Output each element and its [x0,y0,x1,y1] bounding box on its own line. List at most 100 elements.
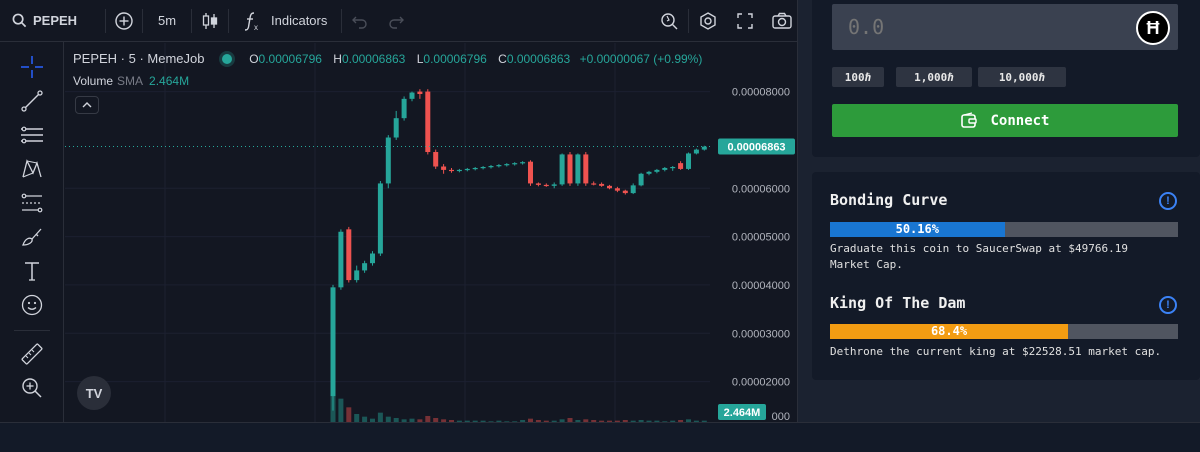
wallet-icon [961,111,978,128]
measure-tool[interactable] [14,339,50,369]
settings-button[interactable] [689,0,727,42]
toolbar-divider [142,8,143,33]
volume-bar [559,419,565,422]
redo-button[interactable] [378,0,414,42]
preset-10000-button[interactable]: 10,000ℏ [978,67,1066,87]
volume-bar [504,421,510,422]
volume-bar [433,418,439,422]
open-label: O [249,52,259,66]
candle-body [496,165,502,167]
brush-tool[interactable] [14,222,50,252]
amount-input[interactable] [832,4,1178,50]
chart-type-button[interactable] [192,0,228,42]
volume-bar [370,418,375,422]
preset-1000-button[interactable]: 1,000ℏ [896,67,972,87]
legend-status-dot [221,54,232,64]
volume-bar [575,420,581,422]
collapse-legend-button[interactable] [75,96,99,114]
search-icon [12,13,27,28]
symbol-search-button[interactable]: PEPEH [0,0,105,42]
bonding-description: Graduate this coin to SaucerSwap at $497… [830,241,1186,273]
volume-bar [693,420,699,422]
fib-retracement-icon [21,193,43,213]
toolbar-divider [191,8,192,33]
high-label: H [333,52,342,66]
king-progress-bar: 68.4% [830,324,1178,339]
volume-bar [630,420,636,422]
candle-body [622,190,628,194]
low-value: 0.00006796 [423,52,487,66]
text-tool[interactable] [14,256,50,286]
candle-body [567,154,573,184]
volume-label: Volume [73,74,114,88]
interval-button[interactable]: 5m [157,13,177,28]
price-chart[interactable]: 0.00008000 0.00006000 0.00005000 0.00004000… [65,43,798,422]
candles-icon [202,12,218,29]
tradingview-logo[interactable]: TV [77,376,111,410]
symbol-name: PEPEH [33,13,78,28]
preset-100-button[interactable]: 100ℏ [832,67,884,87]
text-icon [25,262,39,281]
bonding-progress-bar: 50.16% [830,222,1178,237]
candle-body [488,166,494,168]
candle-body [417,91,423,95]
candle-body [472,167,478,170]
candle-body [425,91,431,153]
bonding-info-icon[interactable]: ! [1159,192,1177,210]
volume-bar [662,421,668,422]
candle-body [575,154,581,184]
king-description: Dethrone the current king at $22528.51 m… [830,345,1162,358]
chart-top-toolbar: PEPEH 5m x Indicators [0,0,797,42]
king-info-icon[interactable]: ! [1159,296,1177,314]
volume-bar [354,414,360,422]
volume-bar [535,420,541,422]
trend-line-tool[interactable] [14,86,50,116]
volume-bar [488,421,494,422]
candle-body [338,231,344,288]
brush-icon [22,228,42,246]
redo-icon [389,16,405,29]
quick-search-button[interactable] [652,0,688,42]
xabcd-pattern-icon [22,159,42,178]
crosshair-tool[interactable] [14,52,50,82]
screenshot-button[interactable] [763,0,797,42]
toolbar-divider [105,8,106,33]
horizontal-lines-tool[interactable] [14,120,50,150]
volume-bar [362,416,368,422]
indicators-button[interactable]: x Indicators [229,0,341,42]
compare-symbol-button[interactable] [106,0,142,42]
high-value: 0.00006863 [341,52,406,66]
price-tick-label: 0.00006000 [732,183,790,195]
chart-area[interactable]: 0.00008000 0.00006000 0.00005000 0.00004000… [65,43,798,422]
fib-tool[interactable] [14,188,50,218]
volume-bar [701,420,707,422]
volume-bar [583,419,589,422]
volume-bar [543,420,549,422]
price-tick-label: 0.00008000 [732,87,790,99]
emoji-tool[interactable] [14,290,50,320]
connect-label: Connect [990,112,1050,129]
bottom-bar [0,422,1200,452]
connect-wallet-button[interactable]: Connect [832,104,1178,137]
candle-body [686,153,691,169]
pattern-tool[interactable] [14,154,50,184]
price-tick-label: 0.00005000 [732,232,790,244]
undo-button[interactable] [342,0,378,42]
toolbar-divider [14,330,50,331]
candle-body [346,229,352,281]
fullscreen-button[interactable] [727,0,763,42]
parallel-lines-icon [21,126,43,144]
volume-bar [377,412,383,422]
zoom-tool[interactable] [14,373,50,403]
candle-body [401,98,407,119]
volume-bar [401,419,407,422]
fullscreen-icon [737,13,753,29]
candle-body [362,263,368,271]
candle-body [504,164,510,166]
last-price-tag [718,138,795,155]
volume-bar [528,418,533,422]
volume-bar [622,420,628,422]
candle-body [480,166,486,169]
candle-body [599,183,605,186]
candle-body [678,163,684,169]
